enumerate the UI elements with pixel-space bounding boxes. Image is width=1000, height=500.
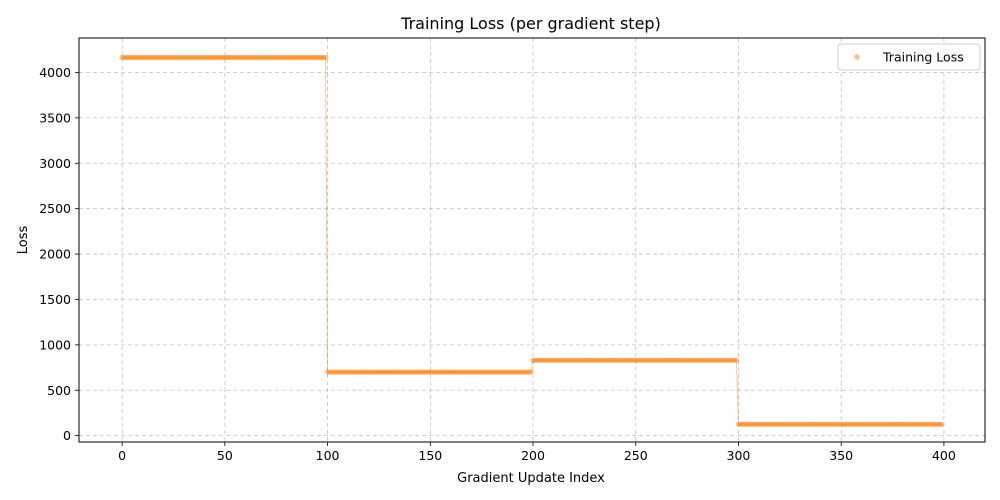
x-axis-title: Gradient Update Index (457, 471, 605, 486)
legend-marker (854, 54, 860, 60)
loss-point (528, 369, 534, 375)
y-tick-label: 3000 (39, 156, 71, 171)
loss-point (322, 54, 329, 61)
y-tick-label: 2000 (39, 247, 71, 262)
chart-title: Training Loss (per gradient step) (400, 14, 661, 33)
y-tick-label: 0 (63, 428, 71, 443)
x-tick-label: 0 (118, 448, 126, 463)
x-tick-label: 250 (624, 448, 648, 463)
y-tick-label: 4000 (39, 65, 71, 80)
loss-point (733, 357, 740, 363)
y-tick-label: 1500 (39, 292, 71, 307)
grid-layer (79, 38, 985, 442)
x-tick-label: 350 (829, 448, 853, 463)
y-tick-label: 2500 (39, 201, 71, 216)
x-tick-label: 300 (727, 448, 751, 463)
x-tick-label: 100 (316, 448, 340, 463)
loss-line (122, 57, 942, 425)
y-tick-label: 1000 (39, 337, 71, 352)
loss-point (939, 421, 945, 427)
x-tick-label: 200 (521, 448, 545, 463)
y-tick-label: 3500 (39, 110, 71, 125)
data-layer (119, 54, 945, 427)
plot-frame (78, 37, 986, 443)
y-tick-label: 500 (47, 383, 71, 398)
ticks-layer: 0 50 100 150 200 250 300 350 4000500100015002000… (39, 65, 956, 463)
legend-label: Training Loss (882, 50, 964, 65)
y-axis-title: Loss (16, 226, 31, 255)
x-tick-label: 50 (217, 448, 233, 463)
x-tick-label: 400 (932, 448, 956, 463)
x-tick-label: 150 (418, 448, 442, 463)
legend: Training Loss (837, 43, 981, 71)
legend-box (837, 43, 981, 71)
